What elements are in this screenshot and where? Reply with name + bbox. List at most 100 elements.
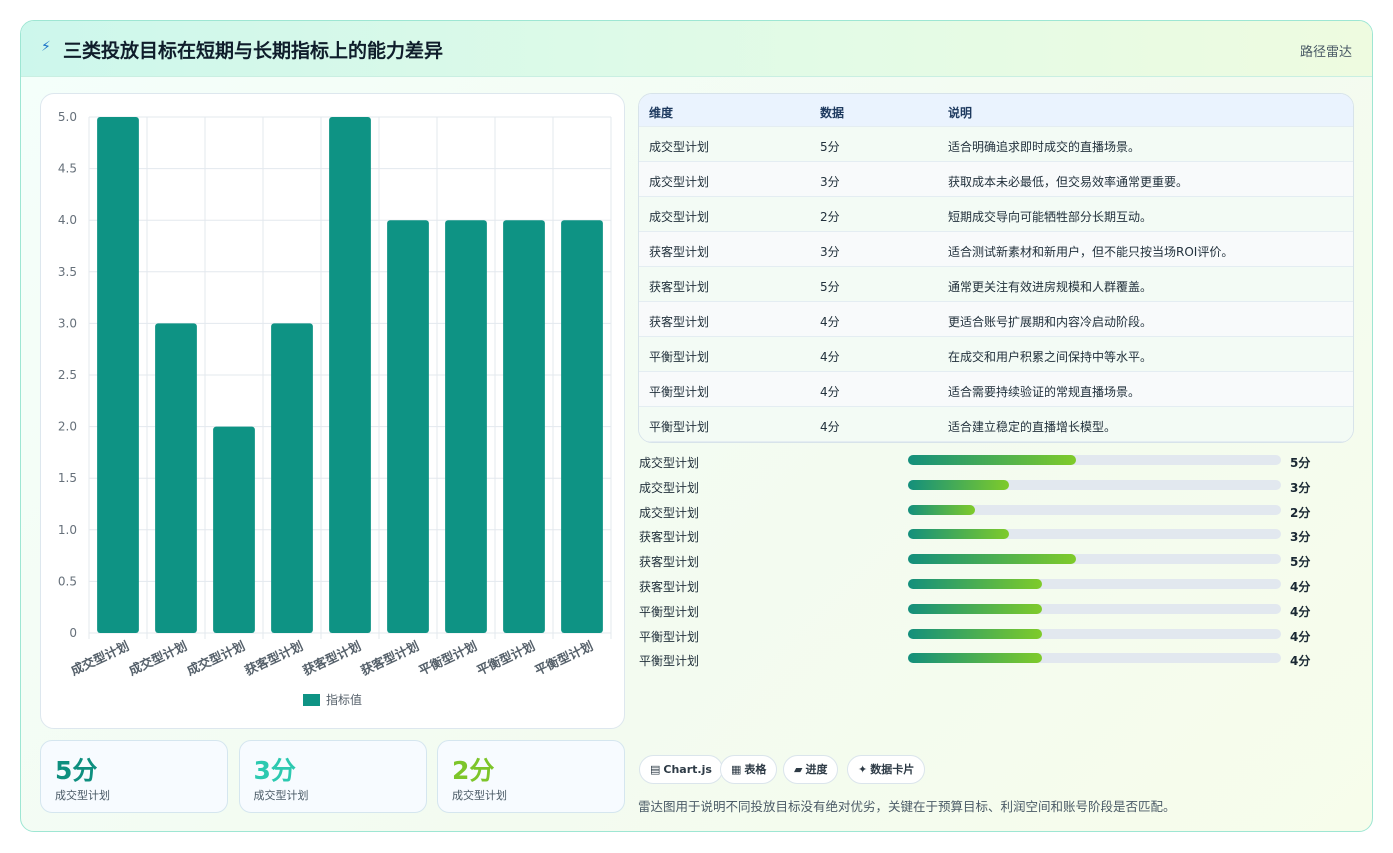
progress-row: 获客型计划 5分 xyxy=(638,550,1354,570)
header-bar: ⚡ 三类投放目标在短期与长期指标上的能力差异 路径雷达 xyxy=(21,21,1372,77)
progress-label: 成交型计划 xyxy=(639,456,700,470)
progress-value: 2分 xyxy=(1290,505,1311,520)
table-cell: 短期成交导向可能牺牲部分长期互动。 xyxy=(948,210,1153,224)
table-cell: 获客型计划 xyxy=(649,315,710,329)
chip-label: 表格 xyxy=(744,763,767,776)
table-cell: 平衡型计划 xyxy=(649,385,710,399)
table-cell: 成交型计划 xyxy=(649,210,710,224)
table-cell: 5分 xyxy=(820,280,840,294)
progress-row: 成交型计划 3分 xyxy=(638,476,1354,496)
main-card: ⚡ 三类投放目标在短期与长期指标上的能力差异 路径雷达 0 0.5 1.0 1.5 2.… xyxy=(20,20,1373,832)
table-header-row: 维度 数据 说明 xyxy=(639,94,1353,127)
sparkle-icon: ✦ xyxy=(858,763,868,776)
bar xyxy=(445,220,487,633)
table-row: 成交型计划 2分 短期成交导向可能牺牲部分长期互动。 xyxy=(639,197,1353,232)
x-tick-label: 获客型计划 xyxy=(242,638,305,678)
progress-track xyxy=(908,603,1281,614)
chip-chart[interactable]: ▤ Chart.js xyxy=(639,755,723,784)
y-tick-label: 2.5 xyxy=(58,368,77,382)
bar xyxy=(561,220,603,633)
progress-value: 3分 xyxy=(1290,480,1311,495)
bar-chart-panel: 0 0.5 1.0 1.5 2.0 2.5 3.0 3.5 4.0 4.5 5.0 成交型计划 成交型计… xyxy=(40,93,625,729)
progress-list: 成交型计划 5分 成交型计划 3分 成交型计划 2分 获客型计划 3分 获客型计划 5分 获客型计划… xyxy=(638,451,1354,671)
chip-sparkle[interactable]: ✦ 数据卡片 xyxy=(847,755,926,784)
table-row: 获客型计划 3分 适合测试新素材和新用户，但不能只按当场ROI评价。 xyxy=(639,232,1353,267)
chart-icon: ▤ xyxy=(650,763,661,776)
progress-value: 4分 xyxy=(1290,629,1311,644)
progress-value: 5分 xyxy=(1290,456,1311,470)
progress-value: 4分 xyxy=(1290,604,1311,619)
tile-value: 5分 xyxy=(55,756,98,785)
progress-fill xyxy=(908,628,1043,639)
table-cell: 通常更关注有效进房规模和人群覆盖。 xyxy=(948,280,1153,294)
progress-value: 4分 xyxy=(1290,580,1311,594)
table-cell: 适合建立稳定的直播增长模型。 xyxy=(948,420,1117,434)
tile-value: 3分 xyxy=(253,756,296,785)
progress-fill xyxy=(908,653,1043,664)
y-tick-label: 3.0 xyxy=(58,316,77,330)
progress-fill xyxy=(908,603,1043,614)
column-header: 数据 xyxy=(820,106,845,120)
summary-tile: 3分成交型计划 xyxy=(238,740,427,813)
table-cell: 获取成本未必最低，但交易效率通常更重要。 xyxy=(948,175,1189,189)
tile-label: 成交型计划 xyxy=(55,789,110,802)
table-cell: 在成交和用户积累之间保持中等水平。 xyxy=(948,350,1153,364)
x-tick-label: 平衡型计划 xyxy=(416,638,479,678)
progress-row: 获客型计划 4分 xyxy=(638,575,1354,595)
table-cell: 2分 xyxy=(820,210,840,224)
x-tick-label: 获客型计划 xyxy=(358,638,421,678)
footnote-text: 雷达图用于说明不同投放目标没有绝对优劣，关键在于预算目标、利润空间和账号阶段是否… xyxy=(638,799,1176,814)
table-cell: 适合需要持续验证的常规直播场景。 xyxy=(948,385,1141,399)
x-tick-label: 平衡型计划 xyxy=(532,638,595,678)
table-row: 成交型计划 5分 适合明确追求即时成交的直播场景。 xyxy=(639,127,1353,162)
bar xyxy=(155,323,197,633)
tile-label: 成交型计划 xyxy=(253,789,309,802)
progress-label: 获客型计划 xyxy=(639,555,700,570)
chip-label: Chart.js xyxy=(663,763,712,776)
progress-track xyxy=(908,554,1281,565)
bar xyxy=(387,220,429,633)
x-tick-label: 成交型计划 xyxy=(184,638,247,678)
progress-label: 平衡型计划 xyxy=(639,604,700,619)
table-cell: 适合测试新素材和新用户，但不能只按当场ROI评价。 xyxy=(948,245,1234,259)
table-row: 获客型计划 4分 更适合账号扩展期和内容冷启动阶段。 xyxy=(639,302,1353,337)
y-tick-label: 4.5 xyxy=(58,162,77,176)
x-tick-label: 平衡型计划 xyxy=(474,638,537,678)
chip-progress[interactable]: ▰ 进度 xyxy=(783,755,839,784)
y-tick-label: 2.0 xyxy=(58,420,77,434)
table-cell: 平衡型计划 xyxy=(649,420,710,434)
table-icon: ▦ xyxy=(731,763,742,776)
page-title: 三类投放目标在短期与长期指标上的能力差异 xyxy=(63,40,444,62)
progress-label: 成交型计划 xyxy=(639,480,700,495)
progress-row: 成交型计划 2分 xyxy=(638,501,1354,521)
x-tick-label: 成交型计划 xyxy=(126,638,189,678)
progress-track xyxy=(908,504,1281,515)
chip-label: 数据卡片 xyxy=(870,763,915,776)
progress-fill xyxy=(908,504,976,515)
summary-tiles: 5分 成交型计划 3分 成交型计划 2分 成交型计划 xyxy=(40,740,625,813)
progress-label: 平衡型计划 xyxy=(639,654,700,669)
progress-fill xyxy=(908,479,1009,490)
progress-label: 获客型计划 xyxy=(639,530,700,545)
bar xyxy=(329,117,371,633)
legend-swatch xyxy=(303,694,320,706)
tile-label: 成交型计划 xyxy=(452,789,507,802)
progress-row: 获客型计划 3分 xyxy=(638,525,1354,545)
table-cell: 4分 xyxy=(820,315,840,329)
bar xyxy=(213,426,255,633)
progress-fill xyxy=(908,455,1076,465)
progress-label: 获客型计划 xyxy=(639,580,700,594)
progress-fill xyxy=(908,529,1009,540)
progress-icon: ▰ xyxy=(794,763,803,776)
y-tick-label: 1.0 xyxy=(58,523,77,537)
header-tag: 路径雷达 xyxy=(1299,45,1352,60)
table-cell: 适合明确追求即时成交的直播场景。 xyxy=(948,140,1141,154)
table-row: 平衡型计划 4分 在成交和用户积累之间保持中等水平。 xyxy=(639,337,1353,372)
progress-row: 成交型计划 5分 xyxy=(638,451,1354,471)
progress-value: 3分 xyxy=(1290,530,1311,545)
table-row: 成交型计划 3分 获取成本未必最低，但交易效率通常更重要。 xyxy=(639,162,1353,197)
chip-table[interactable]: ▦ 表格 xyxy=(720,755,778,784)
progress-track xyxy=(908,529,1281,540)
table-cell: 平衡型计划 xyxy=(649,350,710,364)
table-row: 平衡型计划 4分 适合需要持续验证的常规直播场景。 xyxy=(639,372,1353,407)
